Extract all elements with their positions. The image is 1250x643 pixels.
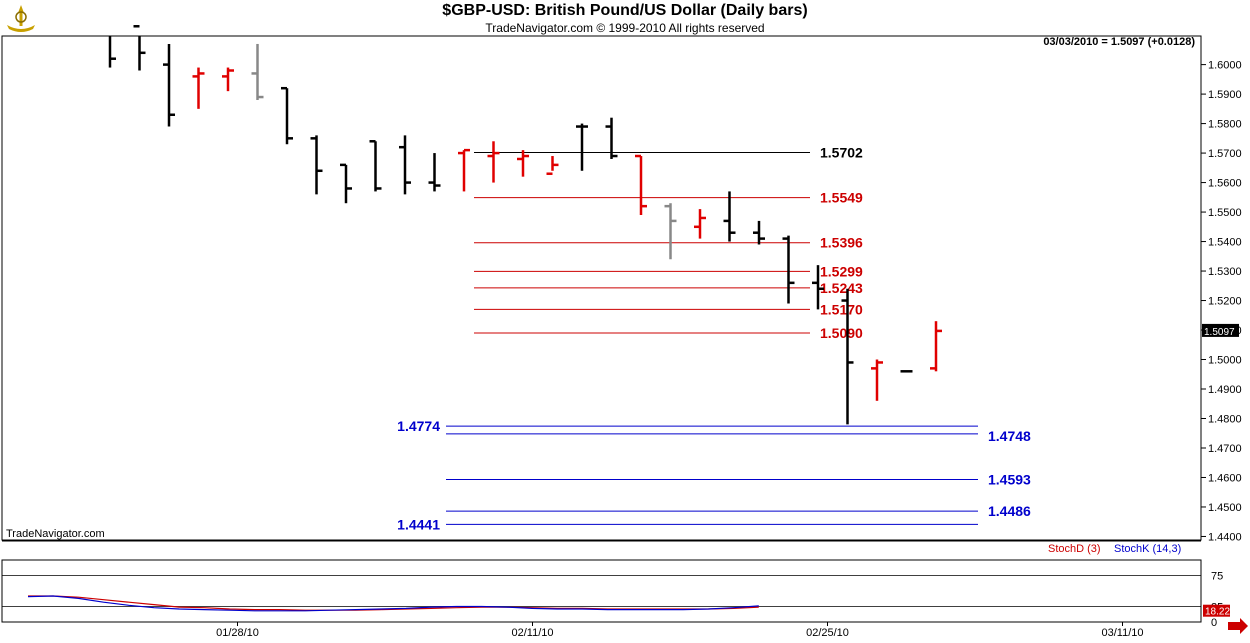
ohlc-bar [399,135,411,195]
stoch-value-label: 18.22 [1205,607,1230,618]
y-tick-label: 1.5700 [1208,148,1242,160]
level-label: 1.4486 [988,503,1031,519]
y-tick-label: 1.4400 [1208,531,1242,543]
ohlc-bar [871,359,883,401]
x-axis: 01/28/10 02/11/10 02/25/10 03/11/10 [216,622,1144,639]
ohlc-bar [782,235,795,304]
level-label: 1.5299 [820,263,863,279]
current-price-label: 1.5097 [1204,327,1235,338]
level-label: 1.5170 [820,301,863,317]
ohlc-bar [753,220,765,245]
y-tick-label: 1.4700 [1208,443,1242,455]
level-label: 1.5396 [820,235,863,251]
stoch-tick-label: 75 [1211,571,1223,583]
y-axis: 1.6000 1.5900 1.5800 1.5700 1.5600 1.5500 1.54… [1201,60,1242,543]
legend-stochk: StochK (14,3) [1114,543,1182,555]
ohlc-bar [576,123,588,171]
ohlc-bar [163,43,175,127]
trade-navigator-logo-icon [7,5,35,32]
ohlc-bar [108,36,116,68]
level-label: 1.4748 [988,428,1031,444]
current-price-box [1202,323,1239,337]
legend-stochd: StochD (3) [1048,543,1101,555]
scroll-right-arrow-icon [1228,618,1248,634]
chart-subtitle: TradeNavigator.com © 1999-2010 All right… [485,21,765,35]
ohlc-bar [310,135,323,195]
ohlc-bar [930,321,942,372]
ohlc-bar [841,288,854,425]
ohlc-bar [192,67,205,109]
level-label: 1.5549 [820,190,863,206]
ohlc-bar [812,265,824,310]
ohlc-bar [281,86,293,145]
ohlc-bar [635,154,647,216]
ohlc-bar [664,203,677,260]
y-tick-label: 1.5200 [1208,296,1242,308]
ohlc-bar [546,156,559,175]
y-tick-label: 1.5300 [1208,266,1242,278]
ohlc-bar [694,209,706,239]
stochastic-panel: 7525018.22 [2,571,1230,629]
y-tick-label: 1.5900 [1208,89,1242,101]
x-tick-label: 01/28/10 [216,627,259,639]
ohlc-bar [133,25,146,71]
level-label: 1.4774 [397,418,440,434]
ohlc-bar [458,148,470,192]
y-tick-label: 1.5000 [1208,355,1242,367]
y-tick-label: 1.5400 [1208,237,1242,249]
stoch-line [28,595,759,611]
x-tick-label: 03/11/10 [1101,627,1143,639]
y-tick-label: 1.5600 [1208,178,1242,190]
ohlc-bar [723,191,736,242]
stoch-tick-label: 0 [1211,617,1217,629]
x-tick-label: 02/11/10 [511,627,553,639]
scroll-arrow[interactable] [1228,618,1248,634]
chart-title: $GBP-USD: British Pound/US Dollar (Daily… [442,2,808,19]
chart-frame [1,35,1202,623]
ohlc-bar [369,140,382,192]
stoch-value-box [1203,604,1230,617]
stoch-line [27,595,759,612]
ohlc-bar [517,150,529,177]
y-tick-label: 1.4800 [1208,413,1242,425]
y-tick-label: 1.4900 [1208,384,1242,396]
ohlc-bar [487,141,500,183]
y-tick-label: 1.4600 [1208,472,1242,484]
ohlc-bar [222,67,234,92]
y-tick-label: 1.4500 [1208,502,1242,514]
y-tick-label: 1.5500 [1208,207,1242,219]
ohlc-bars[interactable] [104,0,942,425]
level-label: 1.5243 [820,280,863,296]
level-label: 1.5702 [820,144,863,160]
x-tick-label: 02/25/10 [806,627,849,639]
price-panel-border [1,35,1202,541]
y-tick-label: 1.6000 [1208,60,1242,72]
level-label: 1.4441 [397,516,440,532]
level-label: 1.5090 [820,325,863,341]
ohlc-bar [605,117,618,159]
ohlc-bar [428,153,441,192]
level-label: 1.4593 [988,472,1031,488]
y-tick-label: 1.5800 [1208,119,1242,131]
stoch-panel-border [1,559,1202,623]
ohlc-bar [340,163,352,204]
ohlc-bar [251,43,264,100]
watermark: TradeNavigator.com [6,528,105,540]
last-bar-readout: 03/03/2010 = 1.5097 (+0.0128) [1043,36,1195,48]
